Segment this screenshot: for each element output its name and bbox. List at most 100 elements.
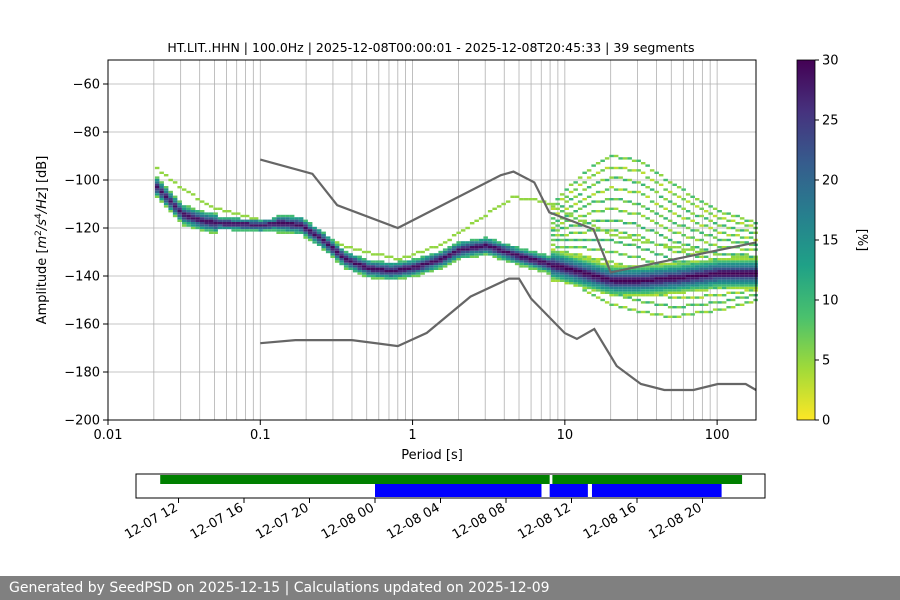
psd-cell bbox=[744, 270, 749, 273]
psd-cell bbox=[510, 255, 515, 258]
psd-cell bbox=[415, 262, 421, 266]
psd-cell bbox=[568, 238, 574, 242]
psd-cell bbox=[370, 274, 376, 278]
psd-cell bbox=[402, 265, 407, 268]
psd-cell bbox=[672, 286, 677, 290]
psd-cell bbox=[249, 222, 254, 225]
psd-cell bbox=[568, 265, 574, 268]
psd-cell bbox=[573, 217, 578, 220]
psd-cell bbox=[604, 157, 610, 160]
psd-cell bbox=[744, 296, 749, 299]
psd-cell bbox=[586, 277, 592, 280]
psd-cell bbox=[667, 289, 673, 292]
psd-cell bbox=[186, 222, 191, 225]
psd-cell bbox=[217, 207, 223, 210]
psd-cell bbox=[582, 282, 587, 285]
psd-cell bbox=[222, 222, 227, 225]
psd-cell bbox=[339, 260, 344, 263]
psd-cell bbox=[235, 212, 241, 215]
psd-cell bbox=[267, 219, 272, 222]
psd-cell bbox=[559, 253, 565, 256]
psd-cell bbox=[609, 238, 614, 242]
psd-cell bbox=[528, 253, 533, 256]
psd-cell bbox=[654, 222, 659, 225]
psd-cell bbox=[613, 265, 619, 268]
psd-cell bbox=[595, 279, 601, 282]
psd-cell bbox=[523, 253, 529, 256]
psd-cell bbox=[294, 222, 299, 225]
psd-cell bbox=[375, 272, 380, 275]
psd-cell bbox=[285, 224, 290, 227]
psd-cell bbox=[636, 270, 641, 273]
psd-cell bbox=[523, 198, 529, 201]
psd-cell bbox=[613, 229, 619, 232]
psd-cell bbox=[415, 270, 421, 273]
psd-cell bbox=[645, 238, 650, 242]
y-tick-label: −160 bbox=[64, 318, 100, 333]
psd-cell bbox=[690, 296, 695, 299]
psd-cell bbox=[685, 313, 691, 316]
psd-cell bbox=[699, 279, 704, 282]
psd-cell bbox=[654, 291, 659, 294]
psd-cell bbox=[420, 265, 425, 268]
psd-cell bbox=[469, 222, 475, 225]
psd-cell bbox=[667, 246, 673, 249]
psd-cell bbox=[447, 246, 452, 249]
psd-cell bbox=[708, 294, 713, 297]
psd-cell bbox=[649, 260, 655, 263]
psd-cell bbox=[663, 303, 668, 306]
psd-cell bbox=[235, 219, 241, 222]
psd-cell bbox=[415, 267, 421, 270]
psd-cell bbox=[564, 255, 569, 258]
availability-ticks: 12-07 12 12-07 16 12-07 20 12-08 00 12-08 04… bbox=[122, 498, 705, 543]
psd-cell bbox=[631, 284, 637, 287]
psd-cell bbox=[289, 224, 295, 227]
psd-cell bbox=[190, 214, 196, 218]
psd-cell bbox=[348, 255, 353, 258]
psd-cell bbox=[451, 260, 457, 263]
psd-cell bbox=[699, 207, 704, 210]
psd-cell bbox=[483, 248, 488, 251]
psd-cell bbox=[645, 279, 650, 282]
psd-cell bbox=[748, 262, 754, 266]
psd-cell bbox=[586, 286, 592, 290]
psd-cell bbox=[717, 210, 722, 213]
psd-cell bbox=[456, 255, 461, 258]
psd-cell bbox=[501, 253, 506, 256]
psd-cell bbox=[321, 238, 326, 242]
psd-cell bbox=[717, 253, 722, 256]
psd-cell bbox=[685, 265, 691, 268]
psd-cell bbox=[631, 181, 637, 184]
psd-cell bbox=[658, 262, 664, 266]
psd-cell bbox=[514, 195, 520, 198]
psd-cell bbox=[577, 255, 583, 258]
psd-cell bbox=[366, 265, 371, 268]
psd-cell bbox=[541, 265, 547, 268]
psd-cell bbox=[654, 270, 659, 273]
psd-cell bbox=[667, 306, 673, 309]
psd-cell bbox=[726, 265, 731, 268]
psd-cell bbox=[591, 289, 596, 292]
psd-cell bbox=[631, 222, 637, 225]
psd-cell bbox=[271, 219, 277, 222]
psd-cell bbox=[402, 255, 407, 258]
psd-cell bbox=[739, 286, 745, 290]
psd-cell bbox=[199, 212, 205, 215]
psd-cell bbox=[600, 270, 605, 273]
psd-cell bbox=[591, 279, 596, 282]
plot-area bbox=[107, 59, 758, 421]
psd-cell bbox=[190, 193, 196, 196]
psd-cell bbox=[676, 260, 682, 263]
psd-cell bbox=[627, 296, 632, 299]
psd-cell bbox=[690, 272, 695, 275]
psd-cell bbox=[163, 190, 169, 194]
psd-cell bbox=[361, 270, 367, 273]
psd-cell bbox=[172, 195, 178, 198]
psd-cell bbox=[564, 250, 569, 254]
psd-cell bbox=[258, 226, 263, 230]
psd-cell bbox=[352, 248, 358, 251]
psd-cell bbox=[591, 238, 596, 242]
psd-cell bbox=[564, 267, 569, 270]
psd-cell bbox=[663, 315, 668, 318]
psd-cell bbox=[717, 224, 722, 227]
